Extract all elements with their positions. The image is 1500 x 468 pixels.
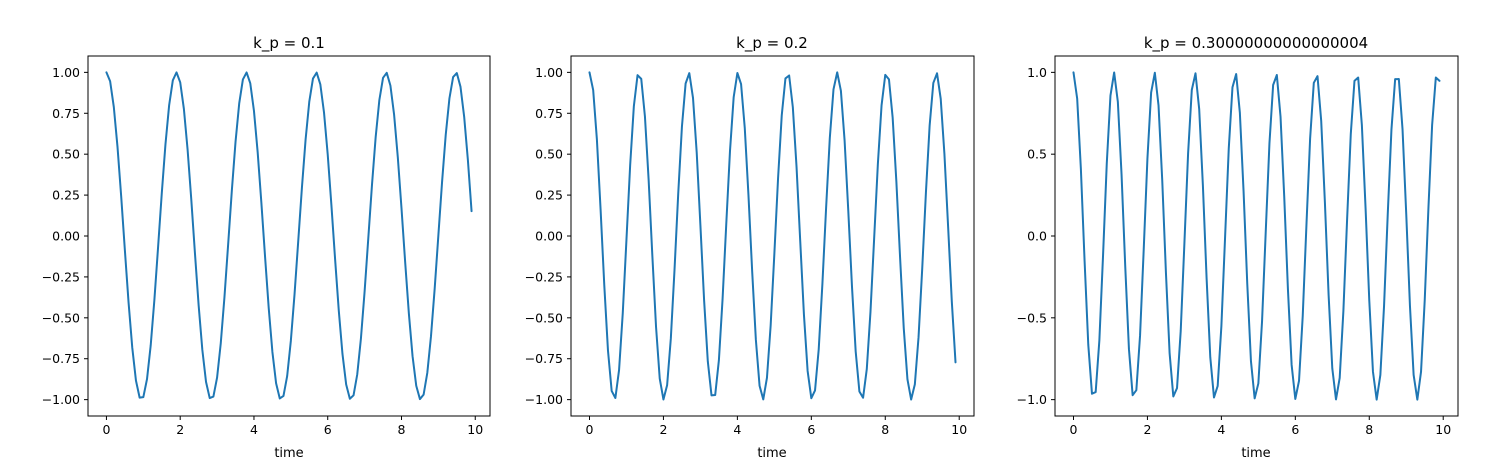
x-tick-label: 6 xyxy=(324,422,332,437)
x-tick-label: 0 xyxy=(102,422,110,437)
plot-lines xyxy=(105,71,473,401)
x-tick-label: 4 xyxy=(1217,422,1225,437)
x-tick-label: 2 xyxy=(176,422,184,437)
series-line xyxy=(1072,71,1441,401)
subplot-kp-0.2: k_p = 0.2 0 2 4 6 8 10 1.00 0.75 0.50 0.25 0.00 −0… xyxy=(525,34,975,461)
x-axis-ticks: 0 2 4 6 8 10 xyxy=(1070,416,1451,437)
subplot-title: k_p = 0.2 xyxy=(736,34,808,53)
y-tick-label: −0.50 xyxy=(525,310,563,325)
x-axis-ticks: 0 2 4 6 8 10 xyxy=(586,416,967,437)
y-tick-label: 0.50 xyxy=(52,147,80,162)
y-tick-label: 1.00 xyxy=(52,65,80,80)
y-tick-label: −0.5 xyxy=(1017,310,1047,325)
x-tick-label: 0 xyxy=(1070,422,1078,437)
x-tick-label: 4 xyxy=(733,422,741,437)
x-axis-label: time xyxy=(757,446,786,461)
series-line xyxy=(588,71,957,401)
x-tick-label: 8 xyxy=(1365,422,1373,437)
x-tick-label: 10 xyxy=(951,422,967,437)
y-tick-label: −1.00 xyxy=(42,392,80,407)
y-tick-label: −0.25 xyxy=(525,269,563,284)
y-tick-label: 0.75 xyxy=(52,106,80,121)
subplot-title: k_p = 0.30000000000000004 xyxy=(1144,34,1368,53)
plot-lines xyxy=(1072,71,1441,401)
x-tick-label: 6 xyxy=(1291,422,1299,437)
y-tick-label: −0.75 xyxy=(42,351,80,366)
subplot-kp-0.1: k_p = 0.1 0 2 4 6 8 10 1.00 0.75 0.50 0.25 0.00 −0… xyxy=(42,34,491,461)
x-tick-label: 2 xyxy=(659,422,667,437)
y-tick-label: −1.00 xyxy=(525,392,563,407)
y-tick-label: 0.0 xyxy=(1027,229,1047,244)
y-tick-label: 0.75 xyxy=(535,106,563,121)
x-tick-label: 4 xyxy=(250,422,258,437)
x-tick-label: 10 xyxy=(1435,422,1451,437)
x-tick-label: 6 xyxy=(807,422,815,437)
x-tick-label: 8 xyxy=(398,422,406,437)
x-tick-label: 2 xyxy=(1143,422,1151,437)
y-tick-label: 0.00 xyxy=(535,229,563,244)
y-tick-label: 0.5 xyxy=(1027,147,1047,162)
series-line xyxy=(105,71,473,401)
x-tick-label: 8 xyxy=(881,422,889,437)
subplot-kp-0.3: k_p = 0.30000000000000004 0 2 4 6 8 10 1.0 0.5… xyxy=(1017,34,1459,461)
y-tick-label: −0.50 xyxy=(42,310,80,325)
x-tick-label: 0 xyxy=(586,422,594,437)
y-tick-label: 1.0 xyxy=(1027,65,1047,80)
y-tick-label: 0.50 xyxy=(535,147,563,162)
x-axis-label: time xyxy=(1241,446,1270,461)
y-tick-label: 1.00 xyxy=(535,65,563,80)
y-tick-label: 0.25 xyxy=(52,188,80,203)
x-tick-label: 10 xyxy=(467,422,483,437)
y-axis-ticks: 1.00 0.75 0.50 0.25 0.00 −0.25 −0.50 −0.75 −1.00 xyxy=(42,65,88,407)
y-tick-label: 0.00 xyxy=(52,229,80,244)
x-axis-label: time xyxy=(274,446,303,461)
y-axis-ticks: 1.0 0.5 0.0 −0.5 −1.0 xyxy=(1017,65,1055,407)
y-axis-ticks: 1.00 0.75 0.50 0.25 0.00 −0.25 −0.50 −0.75 −1.00 xyxy=(525,65,571,407)
y-tick-label: −1.0 xyxy=(1017,392,1047,407)
x-axis-ticks: 0 2 4 6 8 10 xyxy=(102,416,483,437)
y-tick-label: −0.25 xyxy=(42,269,80,284)
y-tick-label: 0.25 xyxy=(535,188,563,203)
subplot-title: k_p = 0.1 xyxy=(253,34,325,53)
y-tick-label: −0.75 xyxy=(525,351,563,366)
plot-lines xyxy=(588,71,957,401)
